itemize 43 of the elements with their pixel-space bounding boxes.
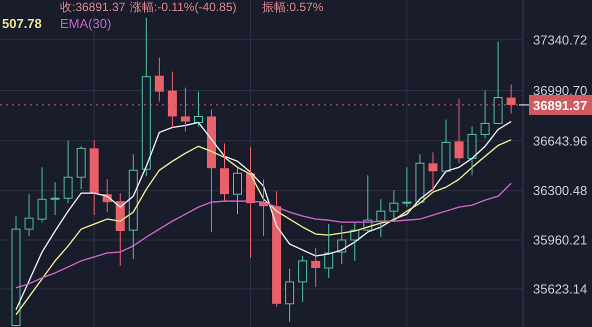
candlestick	[142, 17, 151, 177]
candlestick	[298, 255, 308, 302]
y-tick-label: 36300.48	[533, 183, 588, 198]
text: 收:36891.37	[60, 0, 126, 14]
candlestick	[128, 154, 138, 260]
candlestick	[285, 268, 294, 322]
candlestick	[24, 194, 34, 237]
y-tick-label: 36990.70	[533, 83, 588, 98]
candlestick	[38, 166, 47, 223]
candlestick	[441, 118, 450, 174]
line-series	[15, 182, 512, 289]
candlestick	[233, 168, 242, 215]
candlestick	[154, 57, 164, 102]
candlestick	[389, 190, 398, 223]
y-tick-label: 36643.96	[533, 133, 588, 148]
candlestick	[376, 198, 386, 238]
candlestick	[50, 182, 60, 216]
candlestick	[168, 71, 177, 128]
candlestick	[415, 154, 424, 204]
text: 振幅:0.57%	[262, 0, 324, 14]
candlestick	[76, 146, 86, 190]
y-tick-label: 37340.72	[533, 32, 588, 48]
candlestick	[324, 224, 334, 278]
candlestick	[180, 87, 190, 132]
candlestick	[64, 140, 73, 204]
candlestick	[311, 247, 320, 288]
y-tick-label: 35960.21	[533, 232, 588, 248]
candlestick	[468, 126, 477, 176]
candlestick	[206, 108, 216, 233]
text: EMA(30)	[60, 16, 112, 31]
candlestick	[480, 90, 490, 139]
text: 涨幅:-0.11%(-40.85)	[130, 0, 236, 14]
candlestick	[428, 152, 438, 193]
ref-line-label: 36891.37	[533, 98, 588, 113]
candlestick	[12, 216, 20, 327]
candlestick	[194, 91, 203, 127]
text: 507.78	[2, 16, 42, 31]
candlestick	[90, 140, 99, 216]
candlestick	[402, 166, 412, 208]
y-tick-label: 35623.14	[533, 281, 588, 296]
candlestick	[454, 98, 464, 164]
candlestick	[220, 142, 229, 202]
candlestick	[506, 84, 516, 114]
